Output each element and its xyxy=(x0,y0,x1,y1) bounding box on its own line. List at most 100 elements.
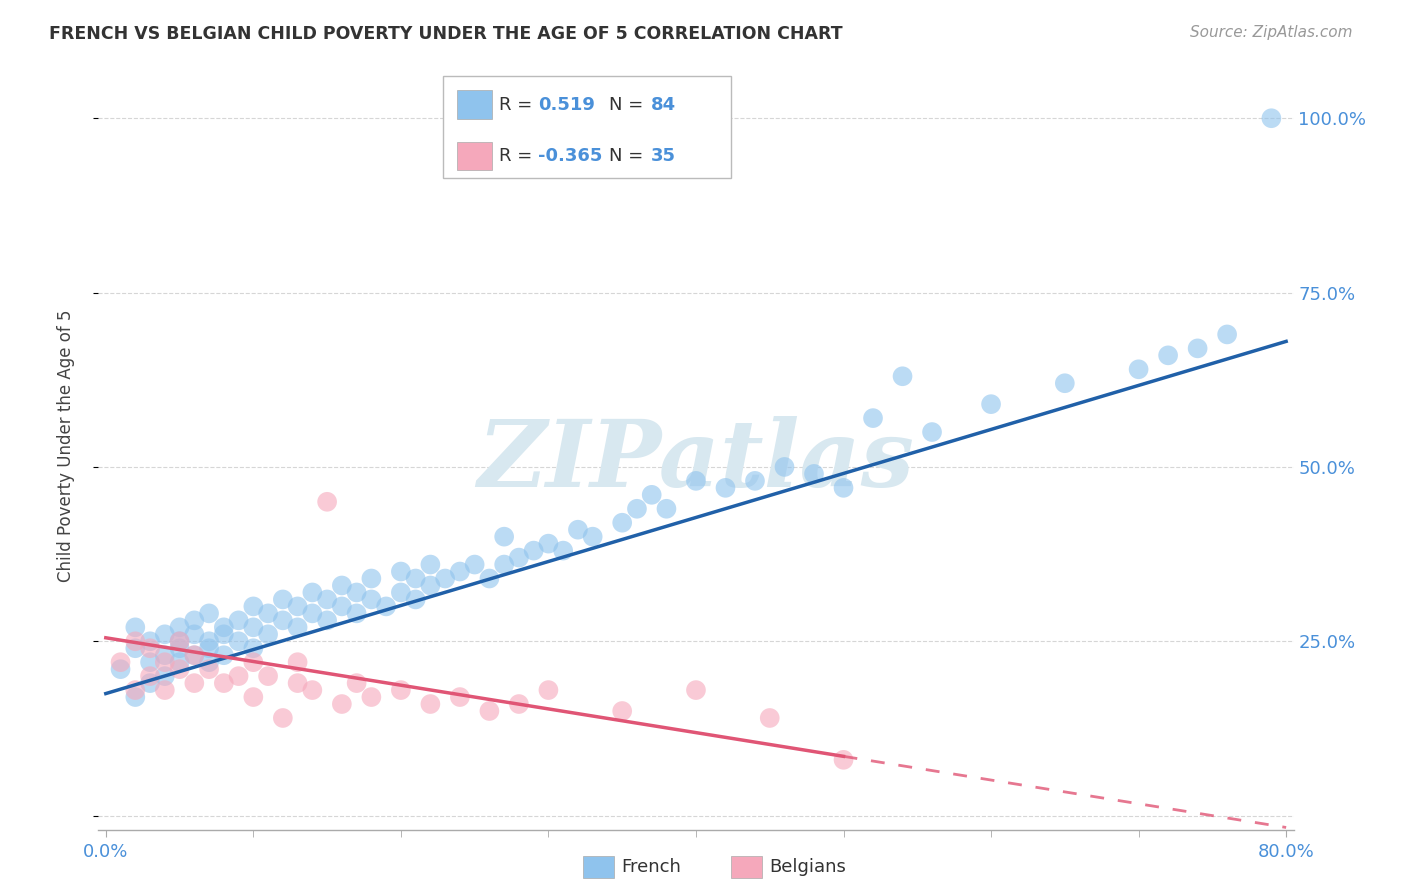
Point xyxy=(419,578,441,592)
Point xyxy=(287,655,309,669)
Point xyxy=(242,620,264,634)
Point xyxy=(832,481,855,495)
Point xyxy=(612,516,634,530)
Point xyxy=(494,558,516,572)
Point xyxy=(169,634,191,648)
Point xyxy=(242,641,264,656)
Point xyxy=(891,369,914,384)
Point xyxy=(198,655,221,669)
Point xyxy=(419,697,441,711)
Point xyxy=(183,613,205,627)
Point xyxy=(242,599,264,614)
Point xyxy=(287,676,309,690)
Point xyxy=(494,530,516,544)
Point xyxy=(360,592,382,607)
Text: 84: 84 xyxy=(651,95,676,113)
Point xyxy=(301,607,323,621)
Text: FRENCH VS BELGIAN CHILD POVERTY UNDER THE AGE OF 5 CORRELATION CHART: FRENCH VS BELGIAN CHILD POVERTY UNDER TH… xyxy=(49,25,842,43)
Point xyxy=(183,648,205,663)
Point xyxy=(271,711,294,725)
Point xyxy=(553,543,575,558)
Point xyxy=(375,599,398,614)
Point xyxy=(464,558,486,572)
Point xyxy=(242,690,264,704)
Point xyxy=(744,474,766,488)
Point xyxy=(124,620,146,634)
Point xyxy=(183,676,205,690)
Point xyxy=(330,697,353,711)
Point xyxy=(139,655,162,669)
Point xyxy=(271,613,294,627)
Point xyxy=(212,648,235,663)
Point xyxy=(124,634,146,648)
Point xyxy=(183,627,205,641)
Text: 35: 35 xyxy=(651,147,676,165)
Point xyxy=(360,690,382,704)
Point xyxy=(567,523,589,537)
Point xyxy=(389,683,412,698)
Point xyxy=(153,627,176,641)
Point xyxy=(862,411,884,425)
Point xyxy=(405,572,427,586)
Y-axis label: Child Poverty Under the Age of 5: Child Poverty Under the Age of 5 xyxy=(56,310,75,582)
Point xyxy=(449,690,471,704)
Point xyxy=(169,634,191,648)
Point xyxy=(921,425,943,439)
Point xyxy=(198,641,221,656)
Point xyxy=(228,613,250,627)
Point xyxy=(169,662,191,676)
Point xyxy=(655,501,678,516)
Point xyxy=(228,669,250,683)
Point xyxy=(434,572,457,586)
Point xyxy=(198,634,221,648)
Point xyxy=(405,592,427,607)
Point xyxy=(257,669,280,683)
Point xyxy=(287,620,309,634)
Point xyxy=(346,585,368,599)
Point xyxy=(110,655,132,669)
Point xyxy=(1053,376,1076,391)
Point xyxy=(153,648,176,663)
Point xyxy=(1216,327,1239,342)
Point xyxy=(183,648,205,663)
Point xyxy=(212,676,235,690)
Point xyxy=(478,704,501,718)
Point xyxy=(316,592,339,607)
Point xyxy=(478,572,501,586)
Point xyxy=(449,565,471,579)
Point xyxy=(360,572,382,586)
Point xyxy=(212,627,235,641)
Text: Belgians: Belgians xyxy=(769,858,846,876)
Point xyxy=(124,683,146,698)
Point xyxy=(124,641,146,656)
Text: R =: R = xyxy=(499,147,538,165)
Point xyxy=(257,607,280,621)
Point xyxy=(612,704,634,718)
Point xyxy=(508,697,530,711)
Text: -0.365: -0.365 xyxy=(538,147,603,165)
Point xyxy=(1260,112,1282,126)
Point xyxy=(803,467,825,481)
Point xyxy=(153,669,176,683)
Point xyxy=(169,620,191,634)
Point xyxy=(271,592,294,607)
Point xyxy=(301,585,323,599)
Point xyxy=(198,662,221,676)
Text: N =: N = xyxy=(609,147,648,165)
Point xyxy=(523,543,546,558)
Point xyxy=(212,620,235,634)
Point xyxy=(139,676,162,690)
Point xyxy=(169,655,191,669)
Text: ZIPatlas: ZIPatlas xyxy=(478,417,914,507)
Point xyxy=(169,641,191,656)
Point xyxy=(330,599,353,614)
Point xyxy=(641,488,664,502)
Point xyxy=(153,655,176,669)
Point xyxy=(330,578,353,592)
Point xyxy=(316,613,339,627)
Point xyxy=(537,683,560,698)
Point xyxy=(139,669,162,683)
Point xyxy=(773,459,796,474)
Point xyxy=(714,481,737,495)
Point xyxy=(508,550,530,565)
